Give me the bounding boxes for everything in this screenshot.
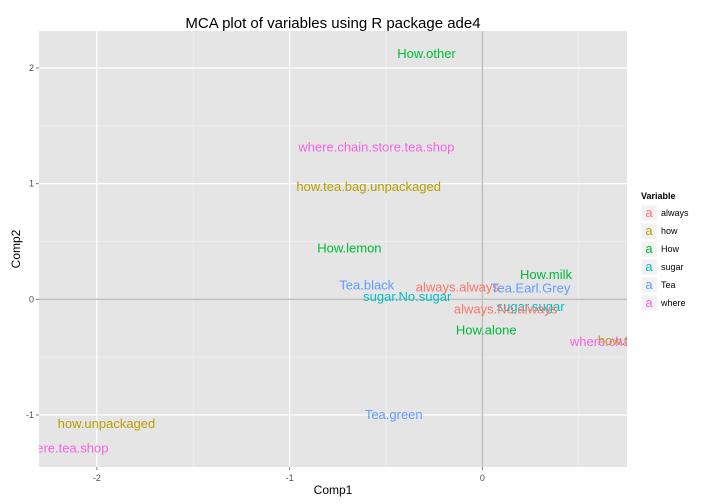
point-label: sugar.No.sugar bbox=[363, 289, 452, 304]
reference-lines bbox=[39, 31, 627, 467]
x-tick-label: -1 bbox=[286, 473, 294, 483]
x-tick-label: -2 bbox=[93, 473, 101, 483]
point-label: how.tea.bag bbox=[598, 333, 668, 348]
point-label: where.chain.store bbox=[569, 334, 673, 349]
legend-label: how bbox=[661, 226, 678, 236]
y-axis-ticks: -1 0 1 2 bbox=[26, 63, 39, 420]
y-tick-label: 0 bbox=[29, 294, 34, 304]
legend-key bbox=[640, 240, 658, 258]
legend-label: Tea bbox=[661, 280, 676, 290]
legend-label: How bbox=[661, 244, 680, 254]
chart-title: MCA plot of variables using R package ad… bbox=[185, 15, 480, 32]
legend-key bbox=[640, 276, 658, 294]
x-axis-title: Comp1 bbox=[314, 483, 353, 497]
x-axis-ticks: -2 -1 0 bbox=[93, 467, 485, 483]
legend-glyph: a bbox=[645, 259, 653, 274]
plot-panel bbox=[39, 31, 627, 467]
legend-glyph: a bbox=[645, 205, 653, 220]
point-label: where.tea.shop bbox=[19, 440, 109, 455]
point-label: where.chain.store.tea.shop bbox=[297, 140, 454, 155]
x-tick-label: 0 bbox=[480, 473, 485, 483]
y-tick-label: 2 bbox=[29, 63, 34, 73]
point-label: how.tea.bag.unpackaged bbox=[296, 179, 441, 194]
minor-gridlines bbox=[39, 31, 627, 467]
legend-key bbox=[640, 294, 658, 312]
point-label: How.milk bbox=[520, 267, 573, 282]
y-tick-label: -1 bbox=[26, 410, 34, 420]
y-tick-label: 1 bbox=[29, 179, 34, 189]
point-label: How.alone bbox=[456, 322, 517, 337]
legend-key bbox=[640, 258, 658, 276]
point-label: always.No.always bbox=[454, 302, 558, 317]
y-axis-title: Comp2 bbox=[9, 229, 23, 268]
legend-glyph: a bbox=[645, 277, 653, 292]
legend-key bbox=[640, 204, 658, 222]
point-label: Tea.black bbox=[339, 277, 394, 292]
point-label: How.other bbox=[397, 46, 456, 61]
point-label: How.lemon bbox=[317, 240, 381, 255]
legend-label: sugar bbox=[661, 262, 684, 272]
legend-key bbox=[640, 222, 658, 240]
point-label: how.unpackaged bbox=[58, 416, 156, 431]
point-label: Tea.Earl.Grey bbox=[491, 281, 571, 296]
point-label: sugar.sugar bbox=[497, 299, 566, 314]
point-labels: How.other where.chain.store.tea.shop how.t… bbox=[19, 46, 673, 455]
legend-glyph: a bbox=[645, 241, 653, 256]
legend-label: where bbox=[660, 298, 686, 308]
point-label: Tea.green bbox=[365, 407, 423, 422]
legend-glyph: a bbox=[645, 223, 653, 238]
legend-label: always bbox=[661, 208, 689, 218]
point-label: always.always bbox=[416, 280, 500, 295]
legend-glyph: a bbox=[645, 295, 653, 310]
legend-title: Variable bbox=[641, 191, 676, 201]
